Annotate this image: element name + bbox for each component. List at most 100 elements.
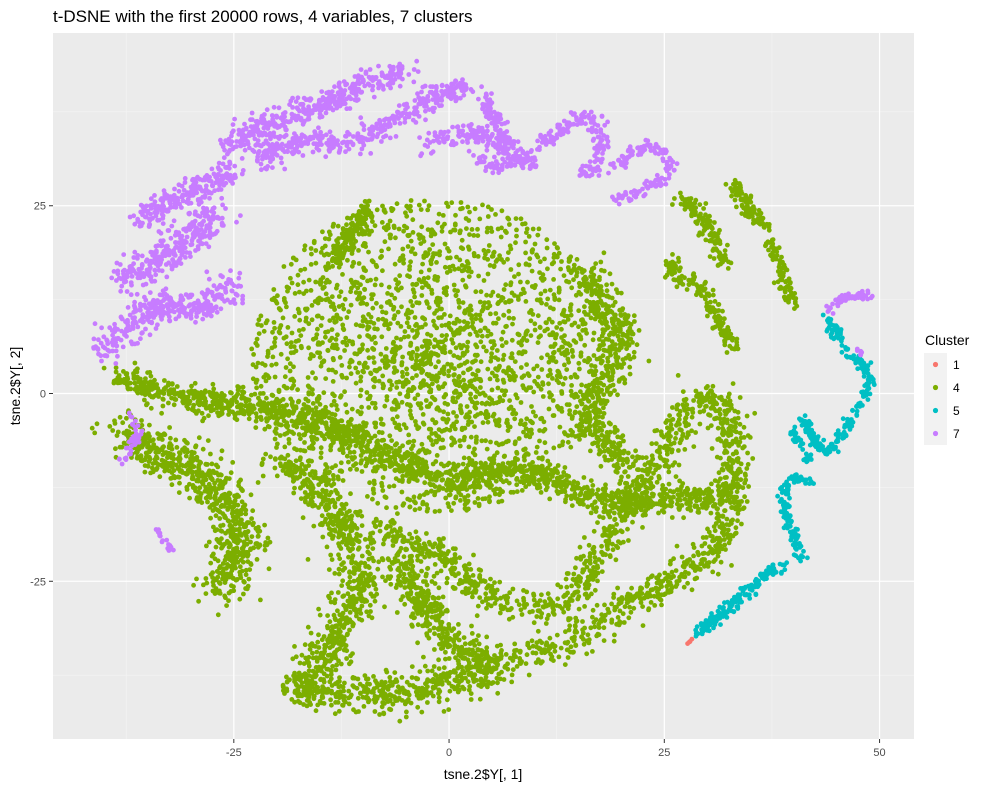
data-point <box>423 398 429 403</box>
data-point <box>394 414 400 420</box>
data-point <box>255 360 261 366</box>
data-point <box>508 355 514 360</box>
data-point <box>572 491 578 497</box>
data-point <box>508 282 513 288</box>
data-point <box>499 208 505 214</box>
data-point <box>209 461 215 467</box>
data-point <box>491 320 496 326</box>
data-point <box>542 288 548 294</box>
data-point <box>206 413 211 419</box>
data-point <box>379 282 384 288</box>
data-point <box>196 598 202 604</box>
data-point <box>256 317 262 323</box>
data-point <box>381 437 387 443</box>
data-point <box>387 378 392 384</box>
data-point <box>444 285 450 290</box>
data-point <box>538 472 544 477</box>
data-point <box>226 492 232 498</box>
data-point <box>529 419 535 425</box>
data-point <box>535 464 541 470</box>
data-point <box>384 224 390 229</box>
data-point <box>565 313 570 319</box>
data-point <box>458 325 463 331</box>
data-point <box>404 320 410 326</box>
data-point <box>458 200 464 205</box>
data-point <box>406 432 412 438</box>
data-point <box>427 358 432 364</box>
data-point <box>460 300 466 305</box>
data-point <box>418 472 424 478</box>
data-point <box>495 226 501 232</box>
data-point <box>364 390 370 395</box>
data-point <box>313 279 319 285</box>
data-point <box>364 429 369 435</box>
data-point <box>426 305 432 311</box>
data-point <box>543 468 548 474</box>
data-point <box>236 483 242 488</box>
data-point <box>457 438 463 443</box>
data-point <box>359 469 365 474</box>
data-point <box>576 308 582 314</box>
data-point <box>369 296 375 302</box>
data-point <box>295 306 301 312</box>
data-point <box>464 344 470 350</box>
data-point <box>296 338 301 343</box>
data-point <box>320 695 326 700</box>
data-point <box>445 255 450 261</box>
data-point <box>212 591 218 596</box>
data-point <box>523 484 529 490</box>
data-point <box>227 557 233 562</box>
data-point <box>452 485 458 491</box>
data-point <box>347 574 353 580</box>
data-point <box>557 424 563 430</box>
data-point <box>370 487 376 493</box>
data-point <box>166 380 171 386</box>
data-point <box>466 308 472 314</box>
data-point <box>571 277 576 283</box>
data-point <box>338 289 344 295</box>
data-point <box>533 283 538 288</box>
data-point <box>337 468 343 474</box>
data-point <box>193 443 199 449</box>
data-point <box>362 435 367 441</box>
data-point <box>512 377 517 383</box>
data-point <box>134 384 140 390</box>
data-point <box>371 448 377 454</box>
data-point <box>231 538 237 544</box>
data-point <box>578 291 584 297</box>
data-point <box>313 260 319 266</box>
data-point <box>387 386 393 392</box>
data-point <box>498 234 504 240</box>
data-point <box>556 250 562 256</box>
data-point <box>314 430 319 435</box>
data-point <box>162 378 167 383</box>
data-point <box>465 469 470 474</box>
data-point <box>497 395 503 400</box>
data-point <box>207 495 213 500</box>
data-point <box>464 359 470 365</box>
data-point <box>393 461 399 467</box>
data-point <box>222 541 228 547</box>
data-point <box>482 325 488 331</box>
data-point <box>350 553 356 559</box>
data-point <box>447 349 453 355</box>
data-point <box>185 467 191 473</box>
data-point <box>342 296 348 302</box>
data-point <box>477 696 483 702</box>
data-point <box>218 456 224 462</box>
data-point <box>339 434 345 440</box>
data-point <box>461 377 466 383</box>
data-point <box>475 333 480 338</box>
data-point <box>264 318 270 323</box>
data-point <box>445 361 451 367</box>
data-point <box>168 435 173 441</box>
data-point <box>451 500 457 506</box>
data-point <box>473 372 479 378</box>
data-point <box>216 411 222 417</box>
data-point <box>567 305 573 311</box>
data-point <box>510 321 515 327</box>
data-point <box>429 668 435 674</box>
data-point <box>171 402 177 408</box>
data-point <box>545 326 550 332</box>
data-point <box>427 247 432 252</box>
